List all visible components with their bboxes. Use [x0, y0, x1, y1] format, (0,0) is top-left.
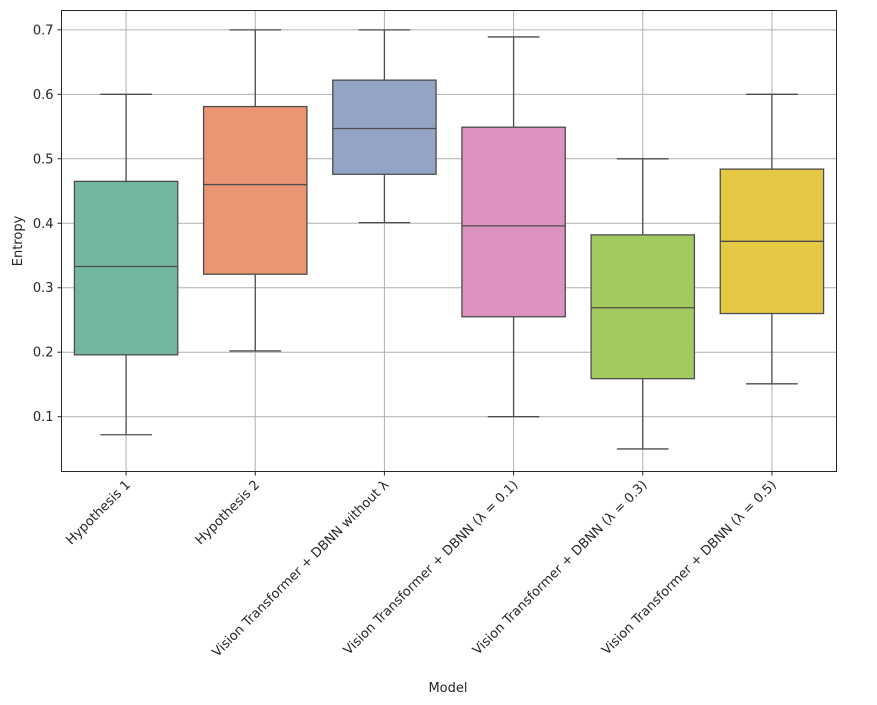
y-gridlines [61, 29, 837, 418]
iqr-box [590, 234, 696, 380]
iqr-box [461, 126, 566, 318]
box-group [719, 93, 825, 385]
box-group [332, 29, 437, 224]
plot-frame [61, 10, 837, 472]
box-group [590, 158, 696, 450]
y-tick-label: 0.7 [33, 23, 54, 38]
iqr-box [202, 105, 308, 275]
x-tick-label: Hypothesis 2 [193, 478, 263, 548]
iqr-box [332, 79, 437, 175]
box-group [202, 29, 308, 352]
y-tick-label: 0.1 [33, 410, 54, 425]
x-axis-label: Model [428, 681, 467, 696]
y-tick-label: 0.4 [33, 217, 54, 232]
box-group [461, 36, 566, 418]
y-tick-label: 0.6 [33, 88, 54, 103]
y-tick-label: 0.5 [33, 152, 54, 167]
y-tick-label: 0.2 [33, 346, 54, 361]
y-axis-label: Entropy [11, 215, 26, 266]
box-series [73, 29, 825, 450]
y-tick-label: 0.3 [33, 281, 54, 296]
x-tick-label: Hypothesis 1 [63, 478, 133, 548]
y-axis-ticks: 0.1 0.2 0.3 0.4 0.5 0.6 0.7 [33, 23, 62, 425]
iqr-box [73, 180, 179, 356]
box-group [73, 93, 179, 436]
